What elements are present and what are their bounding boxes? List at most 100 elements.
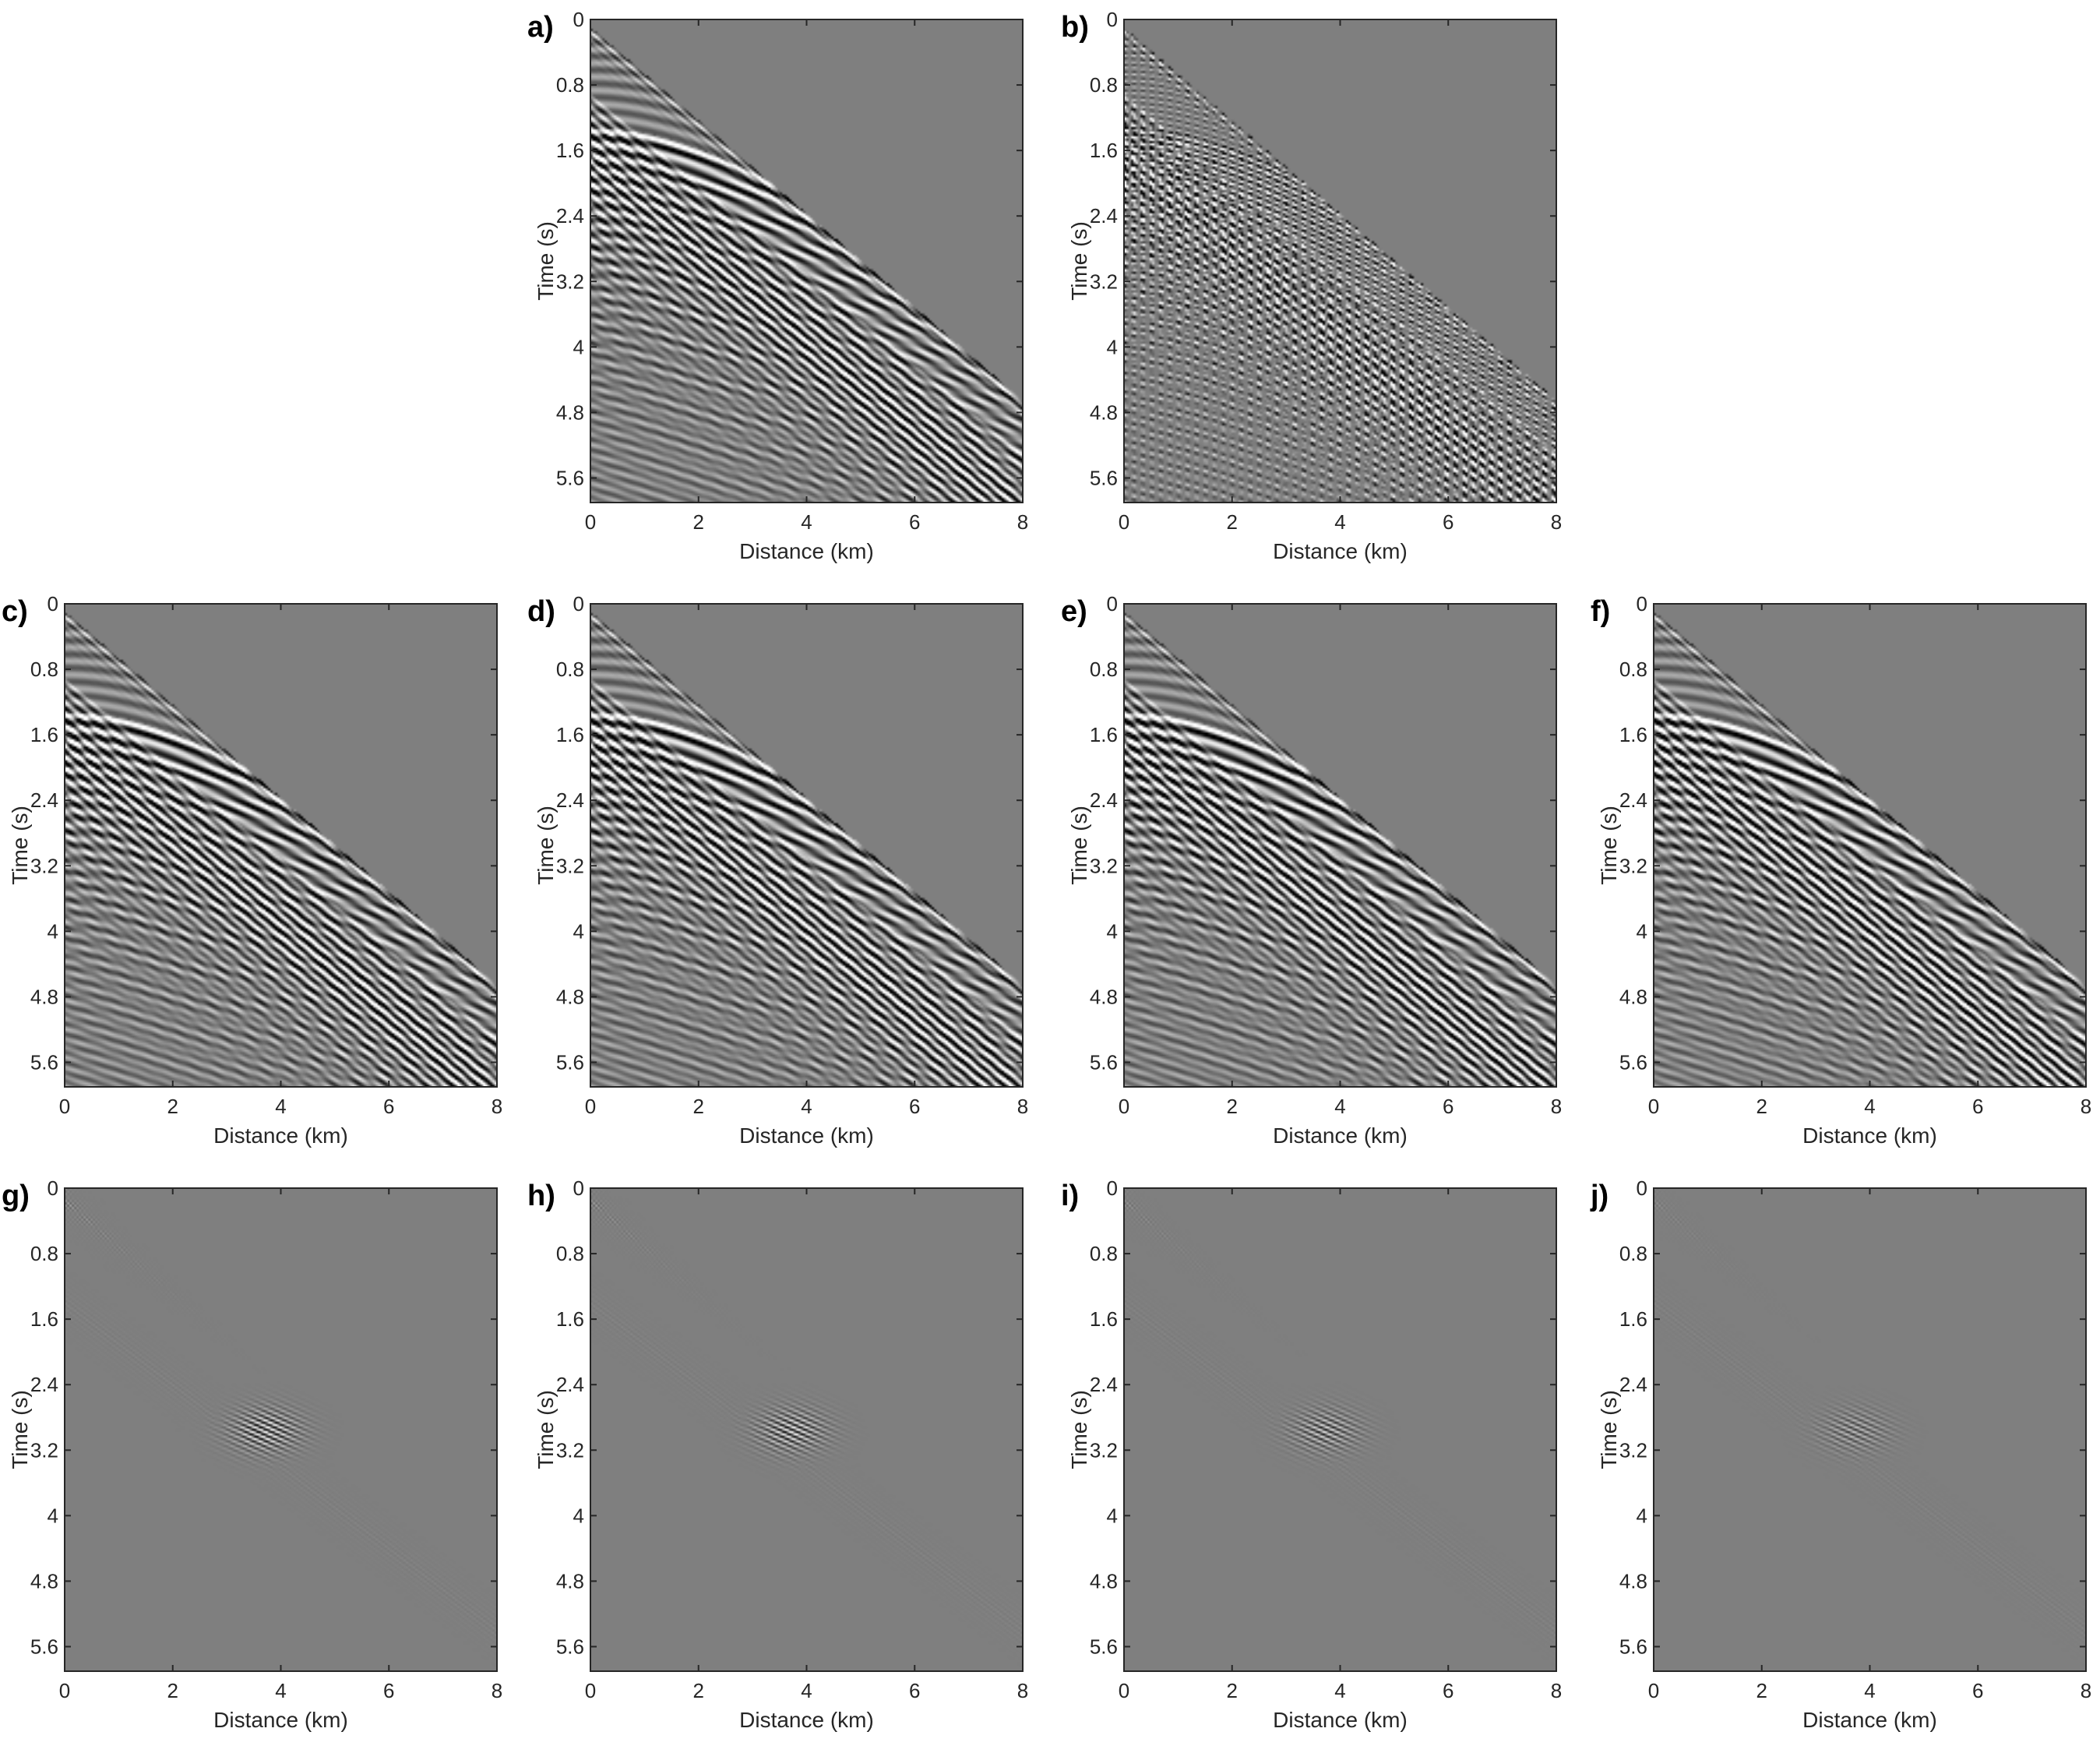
seismic-image	[65, 604, 497, 1087]
chart-svg: 0 2 4 6 8 0 0.8 1.6 2.4 3.2 4 4.8 5.6 Distance (km) Ti…	[2, 592, 502, 1148]
y-tick-label: 0.8	[556, 1242, 584, 1265]
chart-svg: 0 2 4 6 8 0 0.8 1.6 2.4 3.2 4 4.8 5.6 Distance (km) Ti…	[527, 592, 1028, 1148]
panel-letter: c)	[2, 595, 28, 628]
y-tick-label: 5.6	[1619, 1050, 1647, 1074]
y-tick-label: 3.2	[556, 854, 584, 877]
x-tick-label: 2	[1227, 510, 1238, 534]
y-axis-label: Time (s)	[534, 806, 558, 885]
y-tick-label: 4	[1107, 1504, 1118, 1527]
y-tick-label: 2.4	[1090, 788, 1118, 812]
y-tick-label: 0	[1637, 1176, 1647, 1200]
x-tick-label: 4	[1334, 510, 1345, 534]
y-tick-label: 2.4	[1619, 1373, 1647, 1396]
y-tick-label: 0.8	[30, 1242, 58, 1265]
seismic-image	[590, 604, 1023, 1087]
panel-j: 0 2 4 6 8 0 0.8 1.6 2.4 3.2 4 4.8 5.6 Distance (km) Ti…	[1589, 1176, 2091, 1737]
panel-c: 0 2 4 6 8 0 0.8 1.6 2.4 3.2 4 4.8 5.6 Distance (km) Ti…	[0, 592, 502, 1153]
y-tick-label: 0.8	[556, 73, 584, 97]
x-tick-label: 0	[585, 1095, 596, 1118]
x-tick-label: 4	[801, 1679, 812, 1702]
y-tick-label: 5.6	[1619, 1635, 1647, 1658]
y-tick-label: 4	[48, 1504, 58, 1527]
seismic-image	[1124, 19, 1556, 503]
seismic-image	[65, 1188, 497, 1671]
y-tick-label: 0.8	[1090, 658, 1118, 681]
x-axis-label: Distance (km)	[739, 1708, 874, 1732]
seismic-image	[1124, 604, 1556, 1087]
y-tick-label: 1.6	[1090, 1307, 1118, 1331]
y-tick-label: 0.8	[1090, 1242, 1118, 1265]
panel-a: 0 2 4 6 8 0 0.8 1.6 2.4 3.2 4 4.8 5.6 Distance (km) Ti…	[526, 8, 1028, 569]
y-tick-label: 0	[1107, 592, 1118, 615]
x-tick-label: 6	[1972, 1679, 1983, 1702]
x-tick-label: 8	[1017, 1095, 1028, 1118]
x-axis-label: Distance (km)	[1273, 539, 1408, 563]
panel-g: 0 2 4 6 8 0 0.8 1.6 2.4 3.2 4 4.8 5.6 Distance (km) Ti…	[0, 1176, 502, 1737]
x-tick-label: 0	[59, 1679, 70, 1702]
y-axis-label: Time (s)	[1067, 221, 1091, 301]
x-tick-label: 8	[2081, 1679, 2091, 1702]
x-tick-label: 2	[1227, 1095, 1238, 1118]
panel-letter: i)	[1061, 1180, 1079, 1212]
x-tick-label: 0	[59, 1095, 70, 1118]
y-tick-label: 3.2	[1090, 854, 1118, 877]
y-tick-label: 0	[1637, 592, 1647, 615]
x-tick-label: 4	[275, 1679, 286, 1702]
y-axis-label: Time (s)	[534, 221, 558, 301]
panel-letter: b)	[1061, 11, 1089, 44]
y-tick-label: 1.6	[1619, 1307, 1647, 1331]
panel-h: 0 2 4 6 8 0 0.8 1.6 2.4 3.2 4 4.8 5.6 Distance (km) Ti…	[526, 1176, 1028, 1737]
chart-svg: 0 2 4 6 8 0 0.8 1.6 2.4 3.2 4 4.8 5.6 Distance (km) Ti…	[1590, 1176, 2091, 1732]
x-tick-label: 6	[909, 510, 920, 534]
y-tick-label: 3.2	[1090, 1438, 1118, 1462]
y-tick-label: 4	[1637, 1504, 1647, 1527]
x-tick-label: 4	[275, 1095, 286, 1118]
x-axis-label: Distance (km)	[1273, 1123, 1408, 1148]
y-tick-label: 0.8	[556, 658, 584, 681]
x-tick-label: 0	[1119, 1095, 1129, 1118]
panel-letter: j)	[1590, 1180, 1608, 1212]
y-tick-label: 3.2	[30, 854, 58, 877]
x-tick-label: 2	[693, 1679, 704, 1702]
y-tick-label: 1.6	[1090, 723, 1118, 746]
y-tick-label: 4.8	[1619, 1569, 1647, 1593]
chart-svg: 0 2 4 6 8 0 0.8 1.6 2.4 3.2 4 4.8 5.6 Distance (km) Ti…	[1061, 1176, 1562, 1732]
seismic-canvas	[65, 604, 497, 1087]
seismic-image	[1654, 1188, 2086, 1671]
x-tick-label: 4	[801, 1095, 812, 1118]
seismic-canvas	[1124, 1188, 1556, 1671]
chart-svg: 0 2 4 6 8 0 0.8 1.6 2.4 3.2 4 4.8 5.6 Distance (km) Ti…	[1591, 592, 2091, 1148]
y-tick-label: 3.2	[556, 1438, 584, 1462]
panel-letter: a)	[527, 11, 554, 44]
y-tick-label: 2.4	[556, 1373, 584, 1396]
x-tick-label: 6	[909, 1679, 920, 1702]
y-tick-label: 4	[1107, 335, 1118, 358]
x-axis-label: Distance (km)	[213, 1708, 348, 1732]
x-tick-label: 2	[693, 510, 704, 534]
panel-letter: f)	[1591, 595, 1610, 628]
chart-svg: 0 2 4 6 8 0 0.8 1.6 2.4 3.2 4 4.8 5.6 Distance (km) Ti…	[1061, 8, 1562, 563]
y-tick-label: 4	[48, 919, 58, 943]
x-tick-label: 6	[1972, 1095, 1983, 1118]
y-tick-label: 0	[1107, 8, 1118, 31]
seismic-image	[1124, 1188, 1556, 1671]
x-axis-label: Distance (km)	[213, 1123, 348, 1148]
seismic-canvas	[590, 19, 1023, 503]
x-tick-label: 4	[1334, 1679, 1345, 1702]
panel-b: 0 2 4 6 8 0 0.8 1.6 2.4 3.2 4 4.8 5.6 Distance (km) Ti…	[1059, 8, 1562, 569]
panel-i: 0 2 4 6 8 0 0.8 1.6 2.4 3.2 4 4.8 5.6 Distance (km) Ti…	[1059, 1176, 1562, 1737]
y-axis-label: Time (s)	[1067, 806, 1091, 885]
y-tick-label: 4.8	[556, 985, 584, 1008]
y-tick-label: 2.4	[1090, 1373, 1118, 1396]
y-tick-label: 0	[48, 1176, 58, 1200]
y-tick-label: 4.8	[1090, 985, 1118, 1008]
x-tick-label: 8	[2081, 1095, 2091, 1118]
y-tick-label: 2.4	[1090, 204, 1118, 228]
y-tick-label: 2.4	[30, 788, 58, 812]
y-tick-label: 4.8	[556, 400, 584, 424]
x-axis-label: Distance (km)	[739, 1123, 874, 1148]
panel-e: 0 2 4 6 8 0 0.8 1.6 2.4 3.2 4 4.8 5.6 Distance (km) Ti…	[1059, 592, 1562, 1153]
x-axis-label: Distance (km)	[739, 539, 874, 563]
panel-letter: d)	[527, 595, 555, 628]
x-tick-label: 4	[1334, 1095, 1345, 1118]
